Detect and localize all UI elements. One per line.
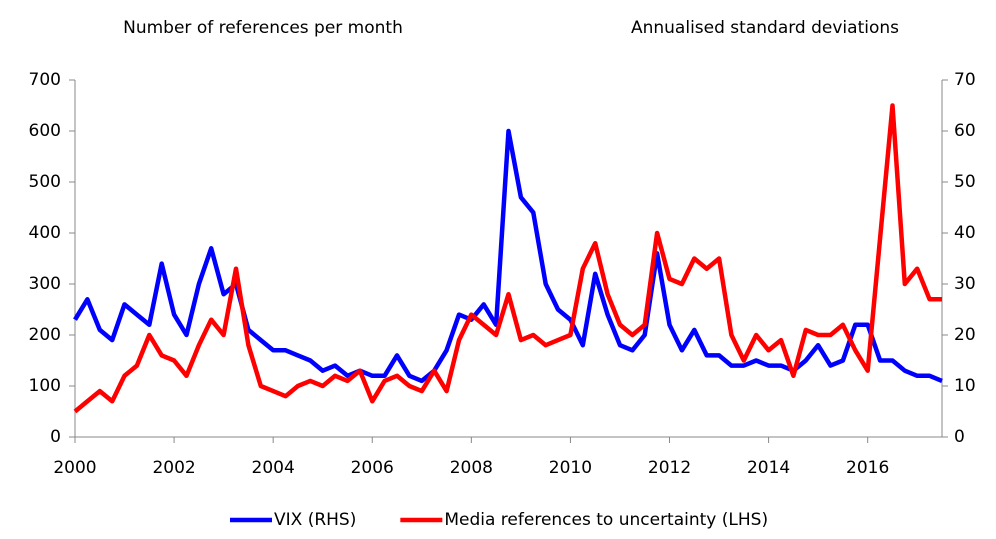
y-tick-label: 0 <box>50 427 61 447</box>
y-tick-label: 400 <box>29 223 61 243</box>
x-tick-label: 2010 <box>549 458 592 478</box>
y2-tick-label: 20 <box>954 325 976 345</box>
x-tick-label: 2004 <box>252 458 295 478</box>
y2-axis-title: Annualised standard deviations <box>631 18 899 38</box>
y2-tick-label: 70 <box>954 70 976 90</box>
legend-label: Media references to uncertainty (LHS) <box>444 510 768 530</box>
y2-tick-label: 10 <box>954 376 976 396</box>
y-tick-label: 500 <box>29 172 61 192</box>
y2-tick-label: 40 <box>954 223 976 243</box>
y2-tick-label: 0 <box>954 427 965 447</box>
y-axis-title: Number of references per month <box>123 18 403 38</box>
y2-tick-label: 30 <box>954 274 976 294</box>
x-tick-label: 2002 <box>152 458 195 478</box>
x-tick-label: 2014 <box>747 458 790 478</box>
x-tick-label: 2000 <box>53 458 96 478</box>
x-tick-label: 2016 <box>846 458 889 478</box>
legend-label: VIX (RHS) <box>274 510 356 530</box>
y-tick-label: 100 <box>29 376 61 396</box>
series-line <box>73 103 942 414</box>
y2-tick-label: 60 <box>954 121 976 141</box>
y-tick-label: 200 <box>29 325 61 345</box>
y-tick-label: 600 <box>29 121 61 141</box>
x-tick-label: 2006 <box>351 458 394 478</box>
y2-tick-label: 50 <box>954 172 976 192</box>
y-tick-label: 300 <box>29 274 61 294</box>
y-tick-label: 700 <box>29 70 61 90</box>
x-tick-label: 2012 <box>648 458 691 478</box>
x-tick-label: 2008 <box>450 458 493 478</box>
series-line <box>73 128 943 384</box>
